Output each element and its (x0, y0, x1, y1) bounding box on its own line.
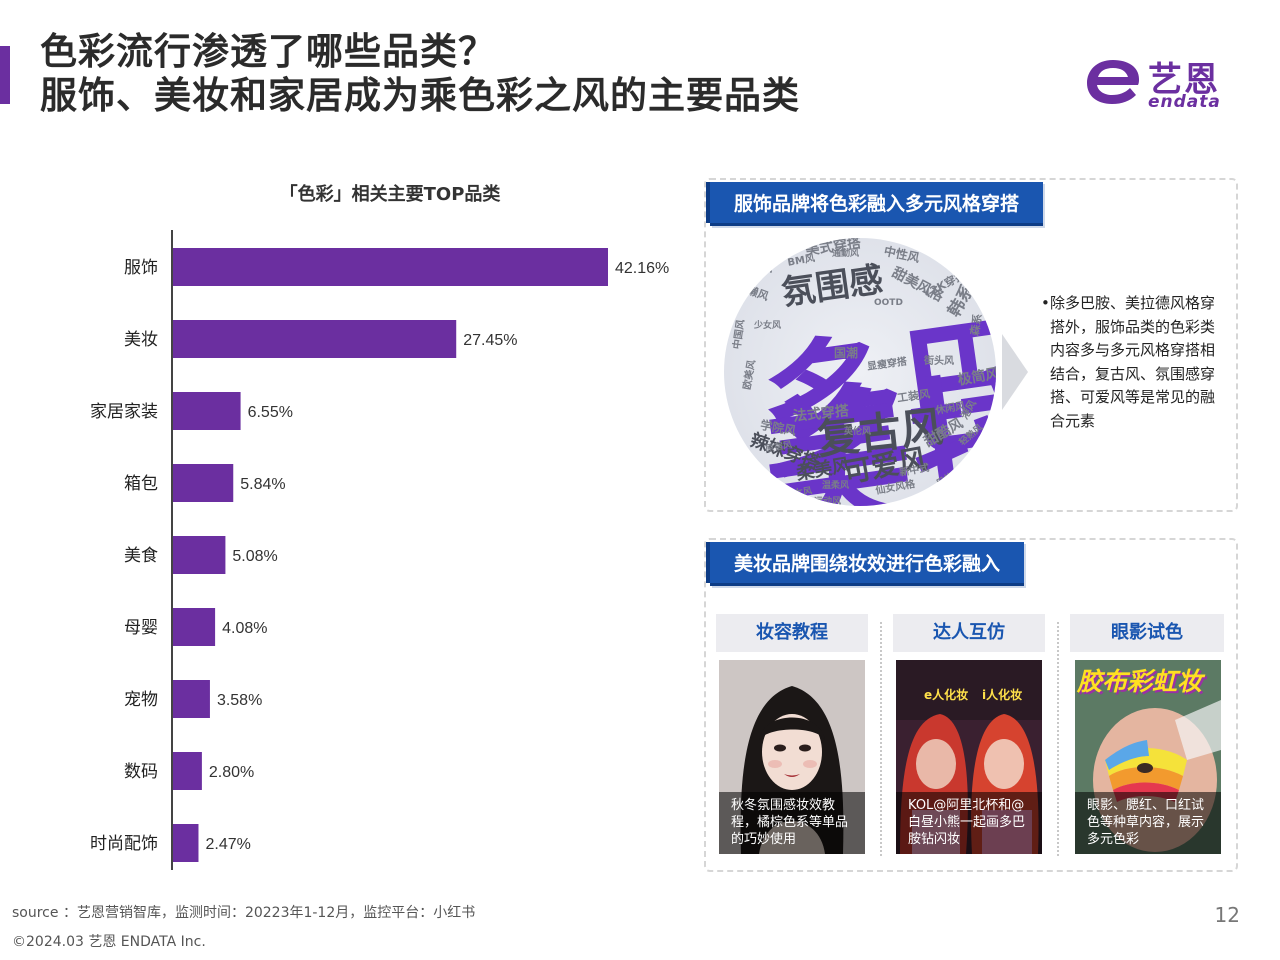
kol-imitation-caption: KOL@阿里北杯和@白昼小熊一起画多巴胺钻闪妆 (896, 792, 1042, 854)
eyeshadow-swatch-caption: 眼影、腮红、口红试色等种草内容，展示多元色彩 (1075, 792, 1221, 854)
value-label-5: 4.08% (222, 620, 267, 637)
category-label-2: 家居家装 (90, 402, 158, 422)
style-word-cloud: 多巴胺风 美拉德风 复古风 氛围感 可爱风 辣妹穿搭 柔美风 美式穿搭 韩系 甜美风格 中性风 Y2K… (724, 238, 996, 506)
chart-title: 「色彩」相关主要TOP品类 (279, 184, 501, 205)
tab-makeup-tutorial: 妆容教程 (716, 614, 868, 652)
kol-sticker-i: i人化妆 (982, 688, 1023, 702)
fashion-note-text: 除多巴胺、美拉德风格穿搭外，服饰品类的色彩类内容多与多元风格穿搭相结合，复古风、… (1050, 294, 1216, 430)
bar-7 (173, 752, 202, 790)
value-label-0: 42.16% (615, 260, 669, 277)
cloud-word: 少女风 (754, 321, 782, 331)
title-accent-bar (0, 46, 10, 104)
tab-eyeshadow-swatch: 眼影试色 (1070, 614, 1224, 652)
cloud-word: 文艺风 (742, 264, 772, 275)
cloud-word: 酷飒风 (744, 477, 772, 487)
value-label-2: 6.55% (248, 404, 293, 421)
category-label-6: 宠物 (124, 690, 158, 710)
cloud-word: 运动风 (814, 497, 842, 506)
fashion-note: • 除多巴胺、美拉德风格穿搭外，服饰品类的色彩类内容多与多元风格穿搭相结合，复古… (1041, 292, 1220, 433)
tab-kol-imitation: 达人互仿 (893, 614, 1045, 652)
value-label-1: 27.45% (463, 332, 517, 349)
logo-text-cn: 艺恩 (1148, 60, 1220, 100)
category-label-4: 美食 (124, 546, 158, 566)
eyeshadow-swatch-photo: 胶布彩虹妆 眼影、腮红、口红试色等种草内容，展示多元色彩 (1075, 660, 1221, 854)
logo-text-en: endata (1148, 92, 1221, 112)
beauty-panel-heading: 美妆品牌围绕妆效进行色彩融入 (705, 542, 1025, 586)
category-label-0: 服饰 (124, 258, 158, 278)
cloud-word: 中国风 (731, 318, 748, 351)
makeup-tutorial-photo: 秋冬氛围感妆效教程，橘棕色系等单品的巧妙使用 (719, 660, 865, 854)
bullet-icon: • (1041, 294, 1050, 312)
column-divider (880, 622, 882, 856)
bar-1 (173, 320, 457, 358)
cloud-word: 温柔风 (822, 481, 850, 491)
source-note: source ：艺恩营销智库，监测时间：20223年1-12月，监控平台：小红书 (12, 905, 476, 921)
cloud-word: 街头风 (924, 356, 954, 367)
column-divider (1057, 622, 1059, 856)
bar-6 (173, 680, 210, 718)
cloud-word: 英伦风 (844, 427, 872, 437)
cloud-word: 国潮 (834, 346, 859, 360)
copyright: ©2024.03 艺恩 ENDATA Inc. (12, 934, 206, 950)
value-label-4: 5.08% (232, 548, 277, 565)
bar-chart: 服饰 42.16% 美妆 27.45% 家居家装 6.55% 箱包 5.84% 美食 5.08% 母… (90, 230, 669, 870)
page-number: 12 (1214, 903, 1240, 927)
cloud-word: 通勤风 (832, 249, 860, 259)
value-label-7: 2.80% (209, 764, 254, 781)
bar-4 (173, 536, 226, 574)
cloud-word: OOTD (874, 298, 903, 308)
value-label-3: 5.84% (240, 476, 285, 493)
category-label-5: 母婴 (124, 618, 158, 638)
bar-0 (173, 248, 608, 286)
fashion-panel (704, 178, 1238, 512)
title-line-1: 色彩流行渗透了哪些品类？ (40, 30, 496, 73)
beauty-panel (704, 538, 1238, 872)
bar-2 (173, 392, 241, 430)
bar-3 (173, 464, 234, 502)
arrow-right-icon (1002, 334, 1028, 410)
bar-5 (173, 608, 216, 646)
title-line-2: 服饰、美妆和家居成为乘色彩之风的主要品类 (40, 74, 800, 117)
value-label-8: 2.47% (205, 836, 250, 853)
fashion-panel-heading: 服饰品牌将色彩融入多元风格穿搭 (705, 182, 1044, 226)
endata-logo: 艺恩 endata (1084, 52, 1244, 116)
bar-8 (173, 824, 199, 862)
category-label-3: 箱包 (124, 474, 158, 494)
category-label-8: 时尚配饰 (90, 834, 158, 854)
makeup-tutorial-caption: 秋冬氛围感妆效教程，橘棕色系等单品的巧妙使用 (719, 792, 865, 854)
kol-sticker-e: e人化妆 (924, 688, 969, 702)
rainbow-overlay-text: 胶布彩虹妆 (1077, 667, 1203, 696)
category-label-1: 美妆 (124, 330, 158, 350)
endata-logo-icon (1087, 60, 1139, 104)
kol-imitation-photo: e人化妆 i人化妆 KOL@阿里北杯和@白昼小熊一起画多巴胺钻闪妆 (896, 660, 1042, 854)
value-label-6: 3.58% (217, 692, 262, 709)
page-title: 色彩流行渗透了哪些品类？ 服饰、美妆和家居成为乘色彩之风的主要品类 (40, 30, 800, 118)
category-label-7: 数码 (124, 762, 158, 782)
